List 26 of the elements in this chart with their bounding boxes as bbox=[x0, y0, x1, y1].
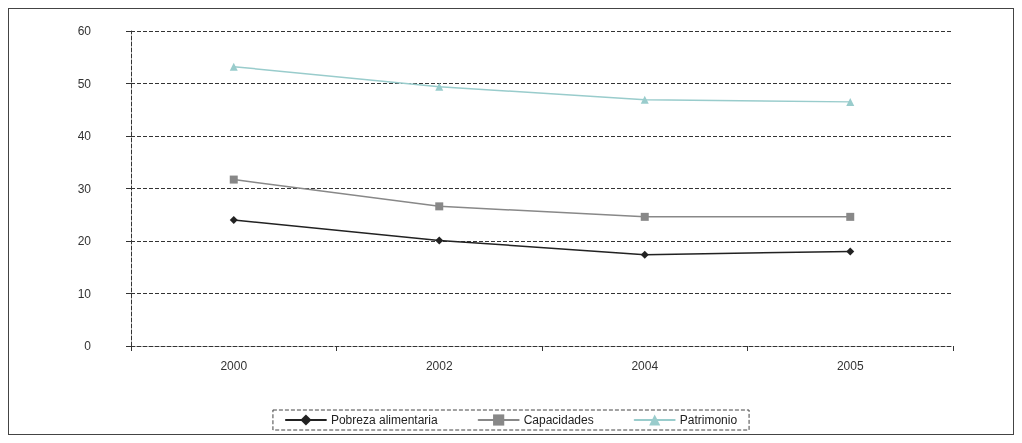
y-tick-label: 50 bbox=[77, 76, 92, 91]
y-tick-label: 20 bbox=[77, 234, 92, 248]
y-tick-label: 40 bbox=[77, 129, 92, 143]
legend-label: Patrimonio bbox=[679, 413, 738, 427]
x-tick-label: 2000 bbox=[220, 359, 248, 373]
point bbox=[640, 212, 649, 221]
x-tick-label: 2005 bbox=[836, 359, 864, 373]
point bbox=[229, 175, 238, 184]
point bbox=[229, 62, 238, 71]
y-tick-label: 10 bbox=[77, 286, 92, 301]
point bbox=[435, 236, 444, 245]
point bbox=[846, 247, 855, 256]
point bbox=[229, 216, 238, 224]
y-tick-label: 60 bbox=[77, 24, 92, 38]
point bbox=[435, 82, 444, 91]
y-tick-label: 30 bbox=[77, 181, 92, 196]
point bbox=[640, 250, 649, 259]
x-tick-label: 2002 bbox=[425, 359, 453, 373]
point bbox=[846, 212, 855, 221]
y-tick-label: 0 bbox=[84, 339, 92, 353]
legend-label: Pobreza alimentaria bbox=[330, 413, 438, 427]
x-tick-label: 2004 bbox=[631, 359, 659, 373]
point bbox=[640, 95, 649, 104]
point bbox=[846, 97, 855, 106]
legend-label: Capacidades bbox=[523, 413, 594, 427]
point bbox=[435, 202, 444, 211]
